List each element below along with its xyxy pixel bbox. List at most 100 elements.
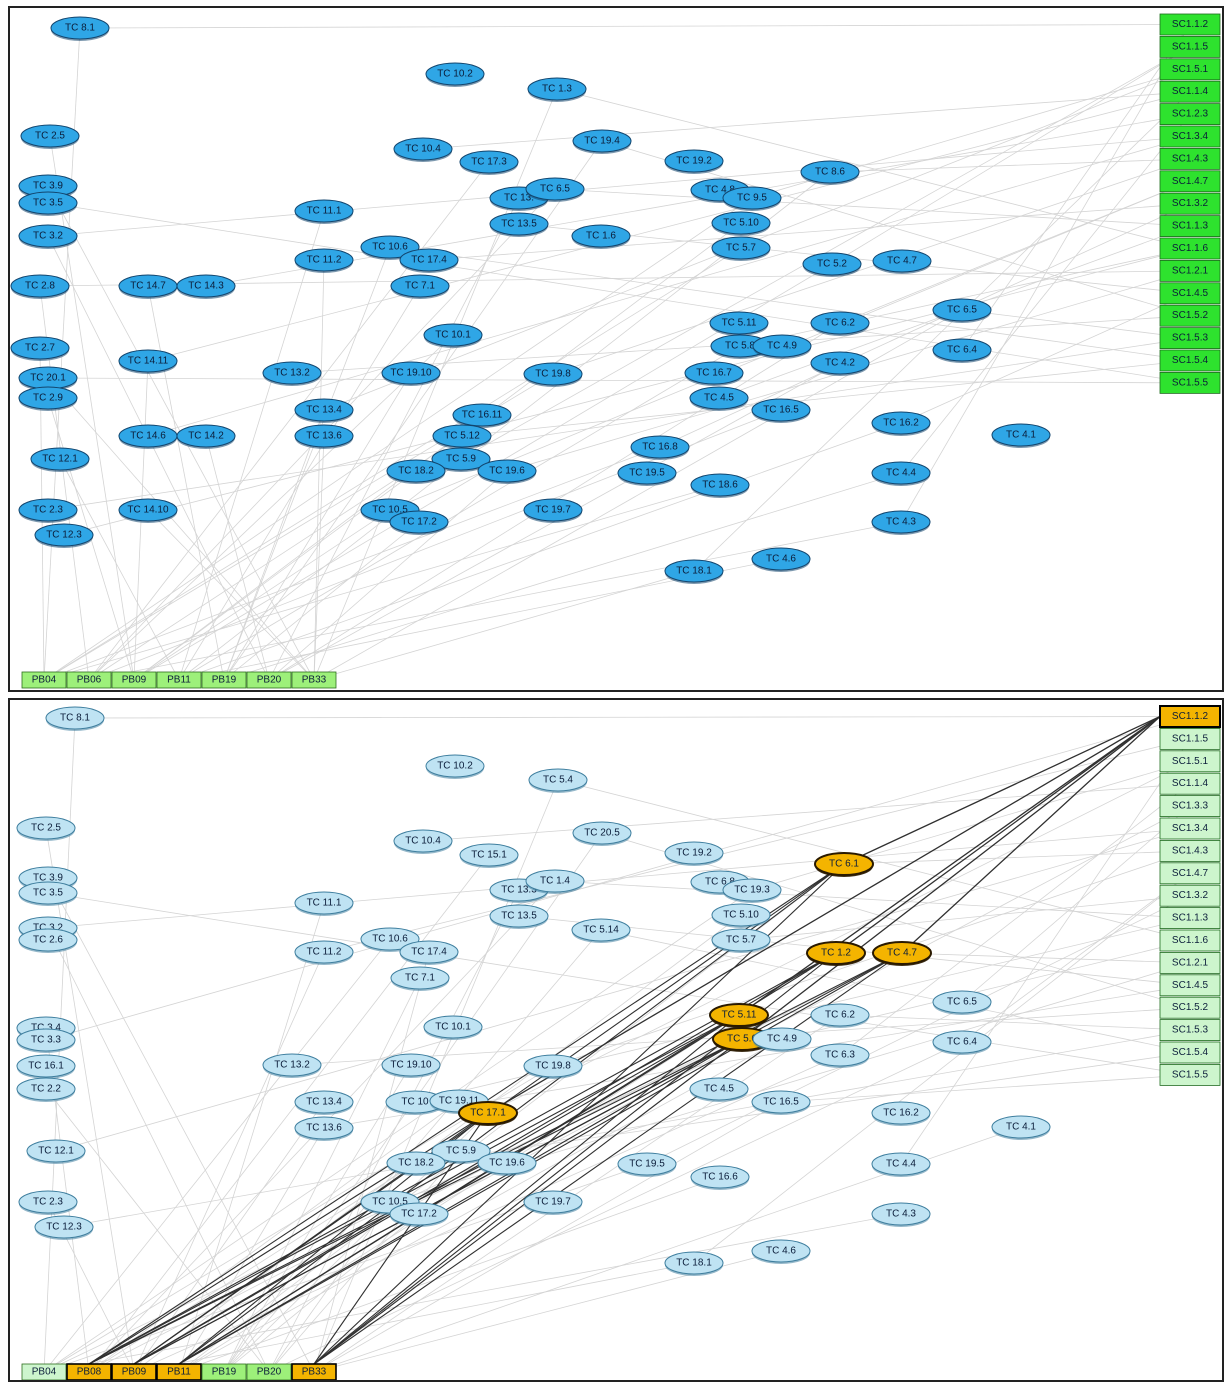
requirement-box[interactable]	[1159, 839, 1221, 862]
test-case-node-tc-9-5[interactable]: TC 9.5	[722, 186, 782, 211]
test-case-node-tc-6-2[interactable]: TC 6.2	[810, 311, 870, 336]
requirement-box[interactable]	[1159, 58, 1221, 81]
node-ellipse[interactable]	[399, 248, 459, 272]
requirement-node-sc1-2-1[interactable]: SC1.2.1	[1159, 259, 1221, 282]
node-ellipse[interactable]	[523, 1054, 583, 1078]
requirement-box[interactable]	[1159, 817, 1221, 840]
test-case-node-tc-4-5[interactable]: TC 4.5	[689, 386, 749, 411]
node-ellipse[interactable]	[664, 841, 724, 865]
test-case-node-tc-2-6[interactable]: TC 2.6	[18, 928, 78, 953]
requirement-box[interactable]	[1159, 929, 1221, 952]
node-ellipse[interactable]	[690, 1165, 750, 1189]
node-ellipse[interactable]	[381, 1053, 441, 1077]
node-ellipse[interactable]	[477, 459, 537, 483]
requirement-box[interactable]	[1159, 192, 1221, 215]
requirement-box[interactable]	[1159, 772, 1221, 795]
node-ellipse[interactable]	[722, 186, 782, 210]
node-ellipse[interactable]	[16, 1077, 76, 1101]
node-ellipse[interactable]	[18, 1190, 78, 1214]
requirement-node-sc1-5-5[interactable]: SC1.5.5	[1159, 1063, 1221, 1086]
test-case-node-tc-12-3[interactable]: TC 12.3	[34, 1215, 94, 1240]
requirement-node-sc1-1-4[interactable]: SC1.1.4	[1159, 772, 1221, 795]
node-ellipse[interactable]	[390, 966, 450, 990]
build-box[interactable]	[111, 671, 157, 689]
requirement-node-sc1-5-1[interactable]: SC1.5.1	[1159, 58, 1221, 81]
test-case-node-tc-6-2[interactable]: TC 6.2	[810, 1003, 870, 1028]
test-case-node-tc-2-2[interactable]: TC 2.2	[16, 1077, 76, 1102]
node-ellipse[interactable]	[425, 62, 485, 86]
node-ellipse[interactable]	[294, 891, 354, 915]
test-case-node-tc-19-5[interactable]: TC 19.5	[617, 461, 677, 486]
test-case-node-tc-19-6[interactable]: TC 19.6	[477, 1151, 537, 1176]
test-case-node-tc-16-5[interactable]: TC 16.5	[751, 398, 811, 423]
node-ellipse[interactable]	[814, 852, 874, 876]
requirement-node-sc1-3-3[interactable]: SC1.3.3	[1159, 795, 1221, 817]
node-ellipse[interactable]	[489, 212, 549, 236]
test-case-node-tc-16-11[interactable]: TC 16.11	[452, 403, 512, 428]
test-case-node-tc-11-2[interactable]: TC 11.2	[294, 248, 354, 273]
test-case-node-tc-6-3[interactable]: TC 6.3	[810, 1043, 870, 1068]
node-ellipse[interactable]	[709, 1003, 769, 1027]
test-case-node-tc-12-1[interactable]: TC 12.1	[30, 447, 90, 472]
node-ellipse[interactable]	[360, 927, 420, 951]
node-ellipse[interactable]	[689, 386, 749, 410]
test-case-node-tc-6-5[interactable]: TC 6.5	[932, 990, 992, 1015]
test-case-node-tc-16-2[interactable]: TC 16.2	[871, 1101, 931, 1126]
node-ellipse[interactable]	[932, 990, 992, 1014]
test-case-node-tc-13-5[interactable]: TC 13.5	[489, 904, 549, 929]
node-ellipse[interactable]	[390, 274, 450, 298]
test-case-node-tc-8-1[interactable]: TC 8.1	[45, 706, 105, 731]
node-ellipse[interactable]	[751, 1239, 811, 1263]
test-case-node-tc-5-7[interactable]: TC 5.7	[711, 236, 771, 261]
requirement-box[interactable]	[1159, 282, 1221, 305]
requirement-node-sc1-4-3[interactable]: SC1.4.3	[1159, 147, 1221, 170]
test-case-node-tc-12-1[interactable]: TC 12.1	[26, 1139, 86, 1164]
test-case-node-tc-2-3[interactable]: TC 2.3	[18, 1190, 78, 1215]
build-node-pb19[interactable]: PB19	[201, 671, 247, 689]
requirement-node-sc1-5-2[interactable]: SC1.5.2	[1159, 304, 1221, 327]
node-ellipse[interactable]	[18, 386, 78, 410]
test-case-node-tc-1-2[interactable]: TC 1.2	[806, 941, 866, 966]
test-case-node-tc-6-5[interactable]: TC 6.5	[525, 177, 585, 202]
build-box[interactable]	[246, 1363, 292, 1380]
requirement-node-sc1-1-6[interactable]: SC1.1.6	[1159, 237, 1221, 260]
node-ellipse[interactable]	[262, 361, 322, 385]
node-ellipse[interactable]	[18, 191, 78, 215]
requirement-box[interactable]	[1159, 349, 1221, 372]
requirement-box[interactable]	[1159, 13, 1221, 36]
test-case-node-tc-19-10[interactable]: TC 19.10	[381, 1053, 441, 1078]
node-ellipse[interactable]	[689, 1077, 749, 1101]
node-ellipse[interactable]	[630, 435, 690, 459]
node-ellipse[interactable]	[50, 16, 110, 40]
node-ellipse[interactable]	[431, 447, 491, 471]
build-box[interactable]	[291, 671, 337, 689]
build-node-pb20[interactable]: PB20	[246, 671, 292, 689]
node-ellipse[interactable]	[118, 349, 178, 373]
requirement-box[interactable]	[1159, 795, 1221, 817]
test-case-node-tc-18-2[interactable]: TC 18.2	[386, 459, 446, 484]
build-box[interactable]	[201, 1363, 247, 1380]
node-ellipse[interactable]	[423, 323, 483, 347]
requirement-node-sc1-1-3[interactable]: SC1.1.3	[1159, 907, 1221, 930]
node-ellipse[interactable]	[871, 1202, 931, 1226]
test-case-node-tc-5-12[interactable]: TC 5.12	[432, 424, 492, 449]
test-case-node-tc-11-1[interactable]: TC 11.1	[294, 891, 354, 916]
graph-canvas-top[interactable]: TC 8.1TC 10.2TC 1.3TC 2.5TC 10.4TC 17.3T…	[10, 8, 1222, 690]
test-case-node-tc-4-1[interactable]: TC 4.1	[991, 423, 1051, 448]
requirement-box[interactable]	[1159, 80, 1221, 103]
requirement-node-sc1-1-4[interactable]: SC1.1.4	[1159, 80, 1221, 103]
requirement-node-sc1-1-2[interactable]: SC1.1.2	[1159, 705, 1221, 728]
node-ellipse[interactable]	[872, 941, 932, 965]
node-ellipse[interactable]	[459, 150, 519, 174]
requirement-box[interactable]	[1159, 750, 1221, 773]
requirement-node-sc1-5-4[interactable]: SC1.5.4	[1159, 1041, 1221, 1064]
node-ellipse[interactable]	[711, 236, 771, 260]
test-case-node-tc-4-5[interactable]: TC 4.5	[689, 1077, 749, 1102]
node-ellipse[interactable]	[810, 1043, 870, 1067]
graph-panel-top[interactable]: TC 8.1 TC 10.2 TC 1.3 TC 2.5 TC 10.4 TC 17.3 T…	[8, 6, 1224, 692]
node-ellipse[interactable]	[294, 1090, 354, 1114]
test-case-node-tc-2-5[interactable]: TC 2.5	[16, 816, 76, 841]
node-ellipse[interactable]	[571, 918, 631, 942]
node-ellipse[interactable]	[810, 351, 870, 375]
test-case-node-tc-14-10[interactable]: TC 14.10	[118, 498, 178, 523]
